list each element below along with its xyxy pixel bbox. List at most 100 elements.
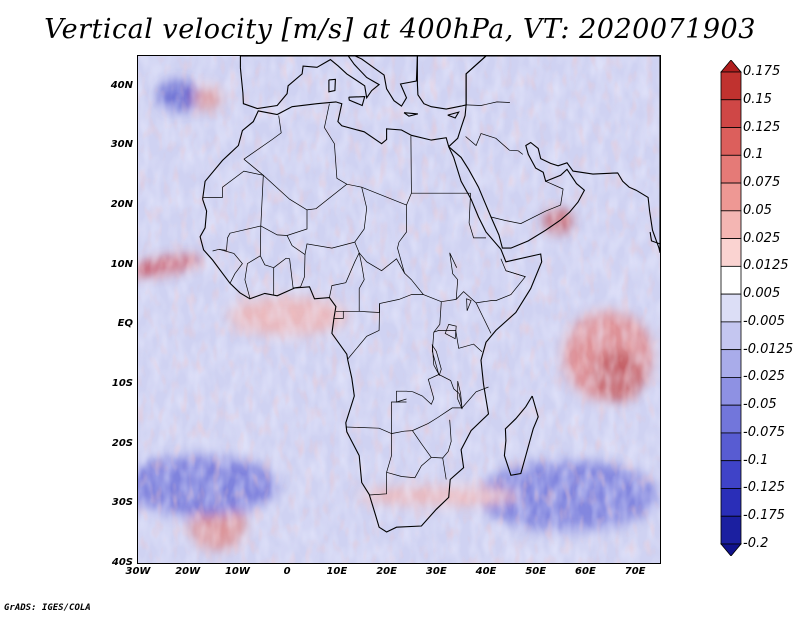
- africa-coastline: [199, 101, 543, 533]
- lat-tick-label: EQ: [117, 318, 133, 330]
- colorbar-swatch: [720, 265, 742, 295]
- colorbar-swatch: [720, 377, 742, 406]
- arabia-coastline: [448, 56, 660, 253]
- colorbar: [720, 60, 742, 556]
- country-border: [324, 103, 347, 185]
- country-border: [304, 241, 355, 255]
- country-border: [386, 457, 432, 479]
- colorbar-label: 0.1: [743, 147, 764, 163]
- lon-tick-label: 10E: [326, 566, 348, 577]
- map-panel[interactable]: [137, 55, 661, 564]
- country-border: [243, 135, 412, 211]
- lat-tick-label: 10S: [111, 378, 133, 390]
- country-border: [329, 252, 360, 298]
- lake-outline: [431, 343, 442, 376]
- madagascar-coastline: [503, 395, 539, 476]
- colorbar-swatch: [720, 515, 742, 545]
- country-border: [345, 426, 392, 434]
- country-border: [333, 310, 344, 319]
- colorbar-swatch: [720, 154, 742, 184]
- country-border: [466, 101, 510, 106]
- colorbar-swatch: [720, 543, 742, 556]
- country-border: [397, 205, 407, 274]
- colorbar-label: -0.2: [743, 536, 769, 551]
- colorbar-swatch: [720, 349, 742, 378]
- country-border: [449, 252, 459, 300]
- lon-tick-label: 60E: [575, 566, 596, 577]
- lon-tick-label: 0: [283, 566, 291, 577]
- europe-coastline: [239, 56, 418, 110]
- colorbar-swatch: [720, 60, 742, 73]
- country-border: [468, 193, 486, 239]
- colorbar-swatch: [720, 71, 742, 101]
- colorbar-swatch: [720, 99, 742, 128]
- colorbar-swatch: [720, 488, 742, 517]
- lat-tick-label: 30S: [111, 497, 133, 509]
- colorbar-label: -0.05: [743, 397, 777, 413]
- lon-tick-label: 50E: [525, 566, 547, 577]
- country-border: [442, 457, 447, 480]
- colorbar-swatch: [720, 432, 742, 462]
- sicily-coastline: [348, 96, 366, 107]
- colorbar-label: 0.05: [743, 202, 772, 218]
- country-border: [243, 115, 282, 160]
- country-border: [273, 257, 301, 289]
- colorbar-swatch: [720, 321, 742, 351]
- colorbar-label: 0.125: [743, 119, 781, 135]
- plot-title: Vertical velocity [m/s] at 400hPa, VT: 2…: [44, 14, 756, 45]
- country-border: [465, 133, 524, 155]
- colorbar-swatch: [720, 210, 742, 239]
- lon-tick-label: 20E: [376, 566, 397, 577]
- lat-tick-label: 40S: [111, 557, 133, 568]
- colorbar-swatch: [720, 238, 742, 267]
- velocity-map: [138, 56, 660, 563]
- crete-coastline: [403, 112, 419, 117]
- colorbar-label: 0.005: [743, 286, 781, 302]
- lake-outline: [466, 298, 472, 311]
- country-border: [359, 303, 380, 313]
- lake-outline: [457, 381, 463, 410]
- lat-tick-label: 20N: [110, 199, 133, 211]
- colorbar-label: 0.15: [743, 91, 772, 107]
- country-border: [244, 255, 261, 299]
- colorbar-swatch: [720, 293, 742, 323]
- field-texture-red: [138, 56, 660, 563]
- colorbar-label: 0.0125: [743, 258, 789, 274]
- country-border: [343, 187, 368, 312]
- colorbar-swatch: [720, 182, 742, 212]
- lat-tick-label: 40N: [110, 79, 133, 91]
- lon-tick-label: 40E: [475, 566, 497, 577]
- colorbar-label: -0.1: [743, 452, 769, 468]
- country-border: [391, 401, 407, 434]
- colorbar-label: -0.075: [743, 424, 785, 440]
- srilanka_stub-coastline: [649, 231, 660, 245]
- country-border: [475, 302, 492, 334]
- colorbar-swatch: [720, 404, 742, 434]
- colorbar-label: 0.075: [743, 175, 781, 191]
- lon-tick-label: 10W: [224, 566, 250, 577]
- lon-tick-label: 70E: [624, 566, 646, 577]
- lon-tick-label: 30W: [125, 566, 151, 577]
- colorbar-label: -0.005: [743, 313, 785, 329]
- colorbar-label: -0.025: [743, 369, 785, 385]
- lat-tick-label: 20S: [111, 437, 133, 449]
- country-border: [396, 374, 439, 405]
- country-border: [490, 204, 561, 224]
- country-borders: [202, 101, 564, 496]
- colorbar-swatch: [720, 127, 742, 156]
- colorbar-label: 0.175: [743, 64, 781, 79]
- colorbar-label: 0.025: [743, 230, 781, 246]
- software-credit: GrADS: IGES/COLA: [4, 603, 91, 613]
- cyprus-coastline: [447, 111, 460, 119]
- country-border: [433, 330, 483, 353]
- country-border: [369, 301, 463, 496]
- sardinia-coastline: [328, 78, 336, 93]
- country-border: [358, 252, 526, 304]
- lon-tick-label: 30E: [425, 566, 447, 577]
- country-border: [461, 386, 489, 409]
- country-border: [202, 170, 264, 252]
- lat-tick-label: 10N: [110, 258, 133, 270]
- colorbar-label: -0.125: [743, 480, 785, 496]
- colorbar-swatch: [720, 460, 742, 489]
- colorbar-label: -0.0125: [743, 341, 794, 357]
